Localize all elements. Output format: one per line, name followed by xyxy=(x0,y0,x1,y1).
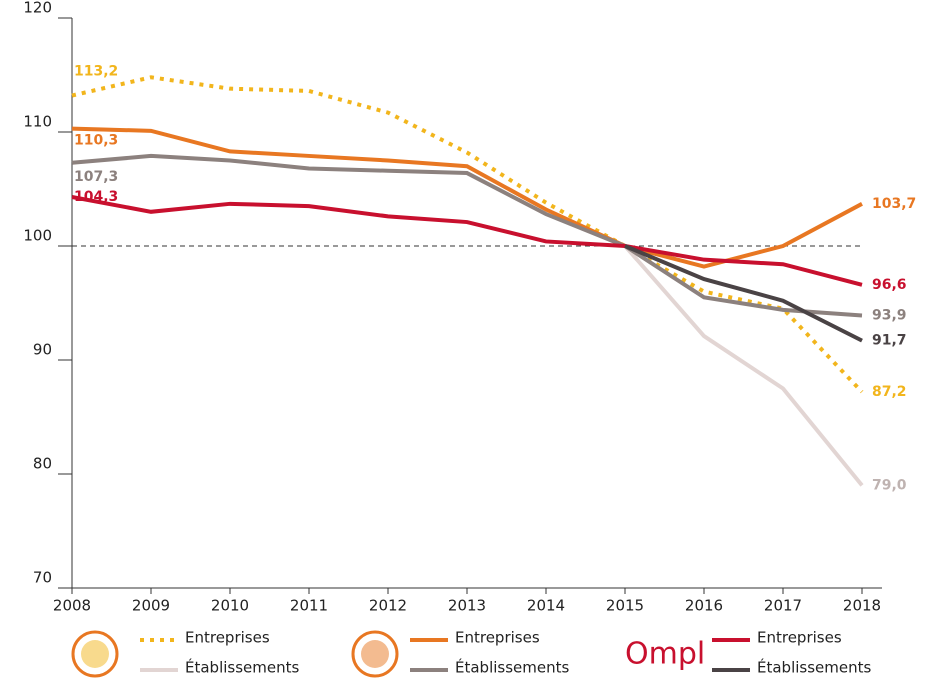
y-tick-label: 80 xyxy=(33,455,52,473)
value-label: 93,9 xyxy=(872,308,907,324)
icon xyxy=(361,640,389,668)
x-tick-label: 2011 xyxy=(290,597,328,615)
x-tick-label: 2009 xyxy=(132,597,170,615)
series-line xyxy=(71,153,863,318)
y-tick-label: 70 xyxy=(33,569,52,587)
value-label: 104,3 xyxy=(74,189,118,205)
x-tick-label: 2008 xyxy=(53,597,91,615)
series-line xyxy=(624,244,863,343)
x-tick-label: 2015 xyxy=(606,597,644,615)
x-tick-label: 2012 xyxy=(369,597,407,615)
icon xyxy=(71,630,119,678)
x-tick-label: 2016 xyxy=(685,597,723,615)
y-tick-label: 110 xyxy=(23,113,52,131)
legend-label: Établissements xyxy=(757,658,871,677)
x-tick-label: 2017 xyxy=(764,597,802,615)
x-tick-label: 2018 xyxy=(843,597,881,615)
icon xyxy=(351,630,399,678)
y-tick-label: 100 xyxy=(23,227,52,245)
series-line xyxy=(71,195,863,287)
y-tick-label: 120 xyxy=(23,0,52,17)
value-label: 110,3 xyxy=(74,133,118,149)
legend-label: Entreprises xyxy=(757,629,842,647)
x-tick-label: 2013 xyxy=(448,597,486,615)
value-label: 79,0 xyxy=(872,477,907,493)
value-label: 107,3 xyxy=(74,169,118,185)
series-line xyxy=(71,75,864,394)
legend-label: Entreprises xyxy=(185,629,270,647)
value-label: 91,7 xyxy=(872,333,907,349)
value-label: 87,2 xyxy=(872,384,907,400)
x-tick-label: 2010 xyxy=(211,597,249,615)
logo: Ompl xyxy=(625,637,705,672)
legend-label: Établissements xyxy=(455,658,569,677)
value-label: 113,2 xyxy=(74,64,118,80)
legend-label: Établissements xyxy=(185,658,299,677)
value-label: 96,6 xyxy=(872,277,907,293)
legend-label: Entreprises xyxy=(455,629,540,647)
series-line xyxy=(623,244,864,487)
value-label: 103,7 xyxy=(872,196,916,212)
icon xyxy=(81,640,109,668)
y-tick-label: 90 xyxy=(33,341,52,359)
x-tick-label: 2014 xyxy=(527,597,565,615)
legend-icons xyxy=(71,630,399,678)
